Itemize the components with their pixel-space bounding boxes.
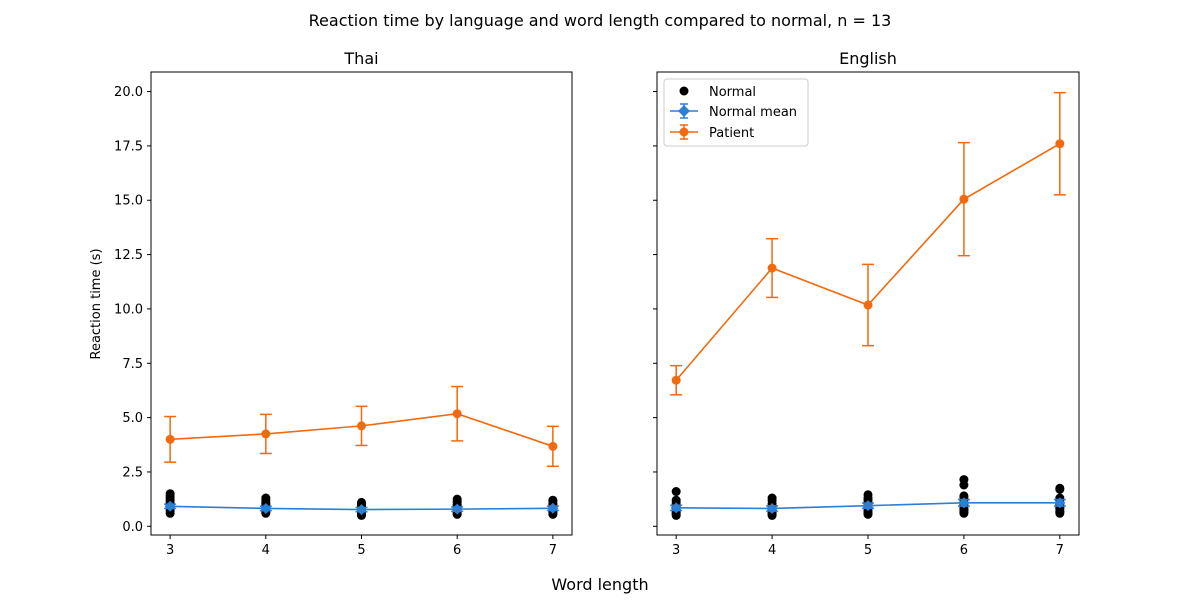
normal-point (671, 495, 681, 505)
normal-point (165, 489, 175, 499)
normal-point (548, 495, 558, 505)
normal-mean-point (260, 502, 272, 514)
legend-label-normal-mean: Normal mean (709, 105, 797, 120)
x-tick-label: 6 (453, 543, 461, 558)
normal-mean-point (670, 502, 682, 514)
panel-thai: Thai 3 4 5 6 7 0.0 2.5 5.0 7.5 10.0 12.5 15.0 17.5 2… (114, 49, 573, 558)
legend-label-normal: Normal (709, 85, 756, 100)
figure-title: Reaction time by language and word lengt… (309, 11, 892, 30)
x-tick-label: 5 (864, 543, 872, 558)
normal-point (671, 487, 681, 497)
normal-point (452, 494, 462, 504)
y-tick-label: 2.5 (122, 465, 143, 480)
normal-mean-point (451, 503, 463, 515)
y-tick-label: 17.5 (114, 139, 143, 154)
axes-frame (150, 71, 573, 536)
patient-mean-point (1055, 139, 1065, 149)
panel-english: English 3 4 5 6 7 (653, 49, 1080, 558)
y-tick-label: 5.0 (122, 411, 143, 426)
legend-patient-marker (679, 127, 689, 137)
normal-mean-point (547, 502, 559, 514)
y-tick-label: 20.0 (114, 85, 143, 100)
x-tick-label: 4 (262, 543, 270, 558)
y-tick-label: 7.5 (122, 357, 143, 372)
normal-mean-point (958, 497, 970, 509)
y-tick-label: 15.0 (114, 194, 143, 209)
y-tick-label: 0.0 (122, 520, 143, 535)
patient-mean-point (357, 421, 366, 431)
normal-point (767, 493, 777, 503)
y-tick-label: 10.0 (114, 302, 143, 317)
x-tick-label: 6 (960, 543, 968, 558)
legend-normal-mean-marker (678, 105, 690, 117)
x-tick-label: 3 (166, 543, 174, 558)
normal-point (261, 493, 271, 503)
legend-label-patient: Patient (709, 126, 754, 141)
patient-mean-point (452, 409, 462, 419)
x-axis-label: Word length (551, 575, 648, 594)
normal-point (959, 491, 969, 501)
normal-point (959, 475, 969, 485)
y-axis-label: Reaction time (s) (89, 248, 104, 359)
patient-mean-point (548, 441, 558, 451)
x-tick-label: 3 (672, 543, 680, 558)
normal-mean-point (164, 500, 176, 512)
patient-mean-point (165, 434, 175, 444)
y-tick-label: 12.5 (114, 248, 143, 263)
x-tick-label: 4 (768, 543, 776, 558)
normal-point (357, 497, 366, 507)
legend-frame (663, 78, 809, 147)
legend-normal-marker (679, 86, 689, 96)
patient-mean-point (863, 300, 873, 310)
normal-point (863, 490, 873, 500)
normal-point (1055, 483, 1065, 493)
normal-mean-point (1054, 497, 1066, 509)
normal-mean-point (766, 502, 778, 514)
x-tick-label: 7 (1056, 543, 1064, 558)
x-tick-label: 5 (357, 543, 365, 558)
normal-mean-point (356, 504, 367, 516)
patient-mean-point (671, 375, 681, 385)
normal-mean-point (862, 500, 874, 512)
patient-mean-point (767, 263, 777, 273)
panel-title: Thai (343, 49, 378, 68)
x-tick-label: 7 (549, 543, 557, 558)
patient-mean-point (261, 429, 271, 439)
legend: Normal Normal mean Patient (663, 78, 809, 147)
patient-mean-point (959, 194, 969, 204)
panel-title: English (839, 49, 897, 68)
